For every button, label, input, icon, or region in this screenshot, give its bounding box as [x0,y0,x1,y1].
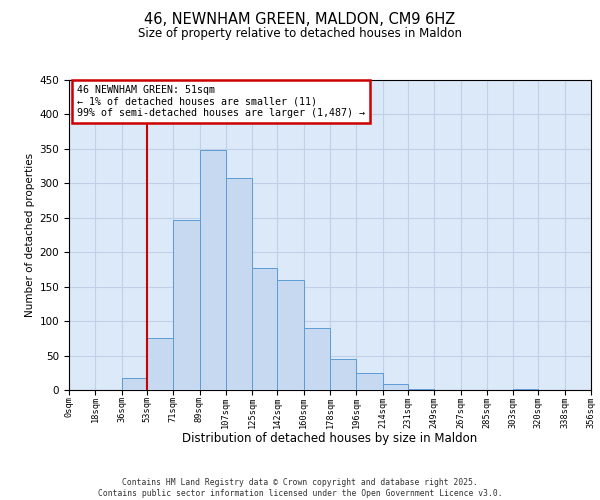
Bar [199,150,226,390]
Bar [356,373,383,390]
Bar [173,220,199,390]
Bar [277,280,304,390]
Bar [226,178,252,390]
Bar [252,268,277,390]
Bar [304,328,330,390]
Bar [383,384,408,390]
X-axis label: Distribution of detached houses by size in Maldon: Distribution of detached houses by size … [182,432,478,445]
Text: Size of property relative to detached houses in Maldon: Size of property relative to detached ho… [138,28,462,40]
Text: 46, NEWNHAM GREEN, MALDON, CM9 6HZ: 46, NEWNHAM GREEN, MALDON, CM9 6HZ [145,12,455,28]
Bar [408,388,434,390]
Bar [122,378,147,390]
Y-axis label: Number of detached properties: Number of detached properties [25,153,35,317]
Bar [147,338,173,390]
Text: 46 NEWNHAM GREEN: 51sqm
← 1% of detached houses are smaller (11)
99% of semi-det: 46 NEWNHAM GREEN: 51sqm ← 1% of detached… [77,84,365,118]
Text: Contains HM Land Registry data © Crown copyright and database right 2025.
Contai: Contains HM Land Registry data © Crown c… [98,478,502,498]
Bar [330,359,356,390]
